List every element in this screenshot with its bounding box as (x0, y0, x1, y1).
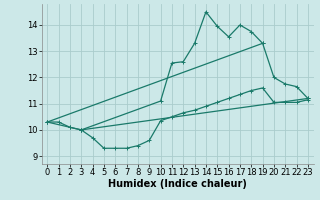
X-axis label: Humidex (Indice chaleur): Humidex (Indice chaleur) (108, 179, 247, 189)
